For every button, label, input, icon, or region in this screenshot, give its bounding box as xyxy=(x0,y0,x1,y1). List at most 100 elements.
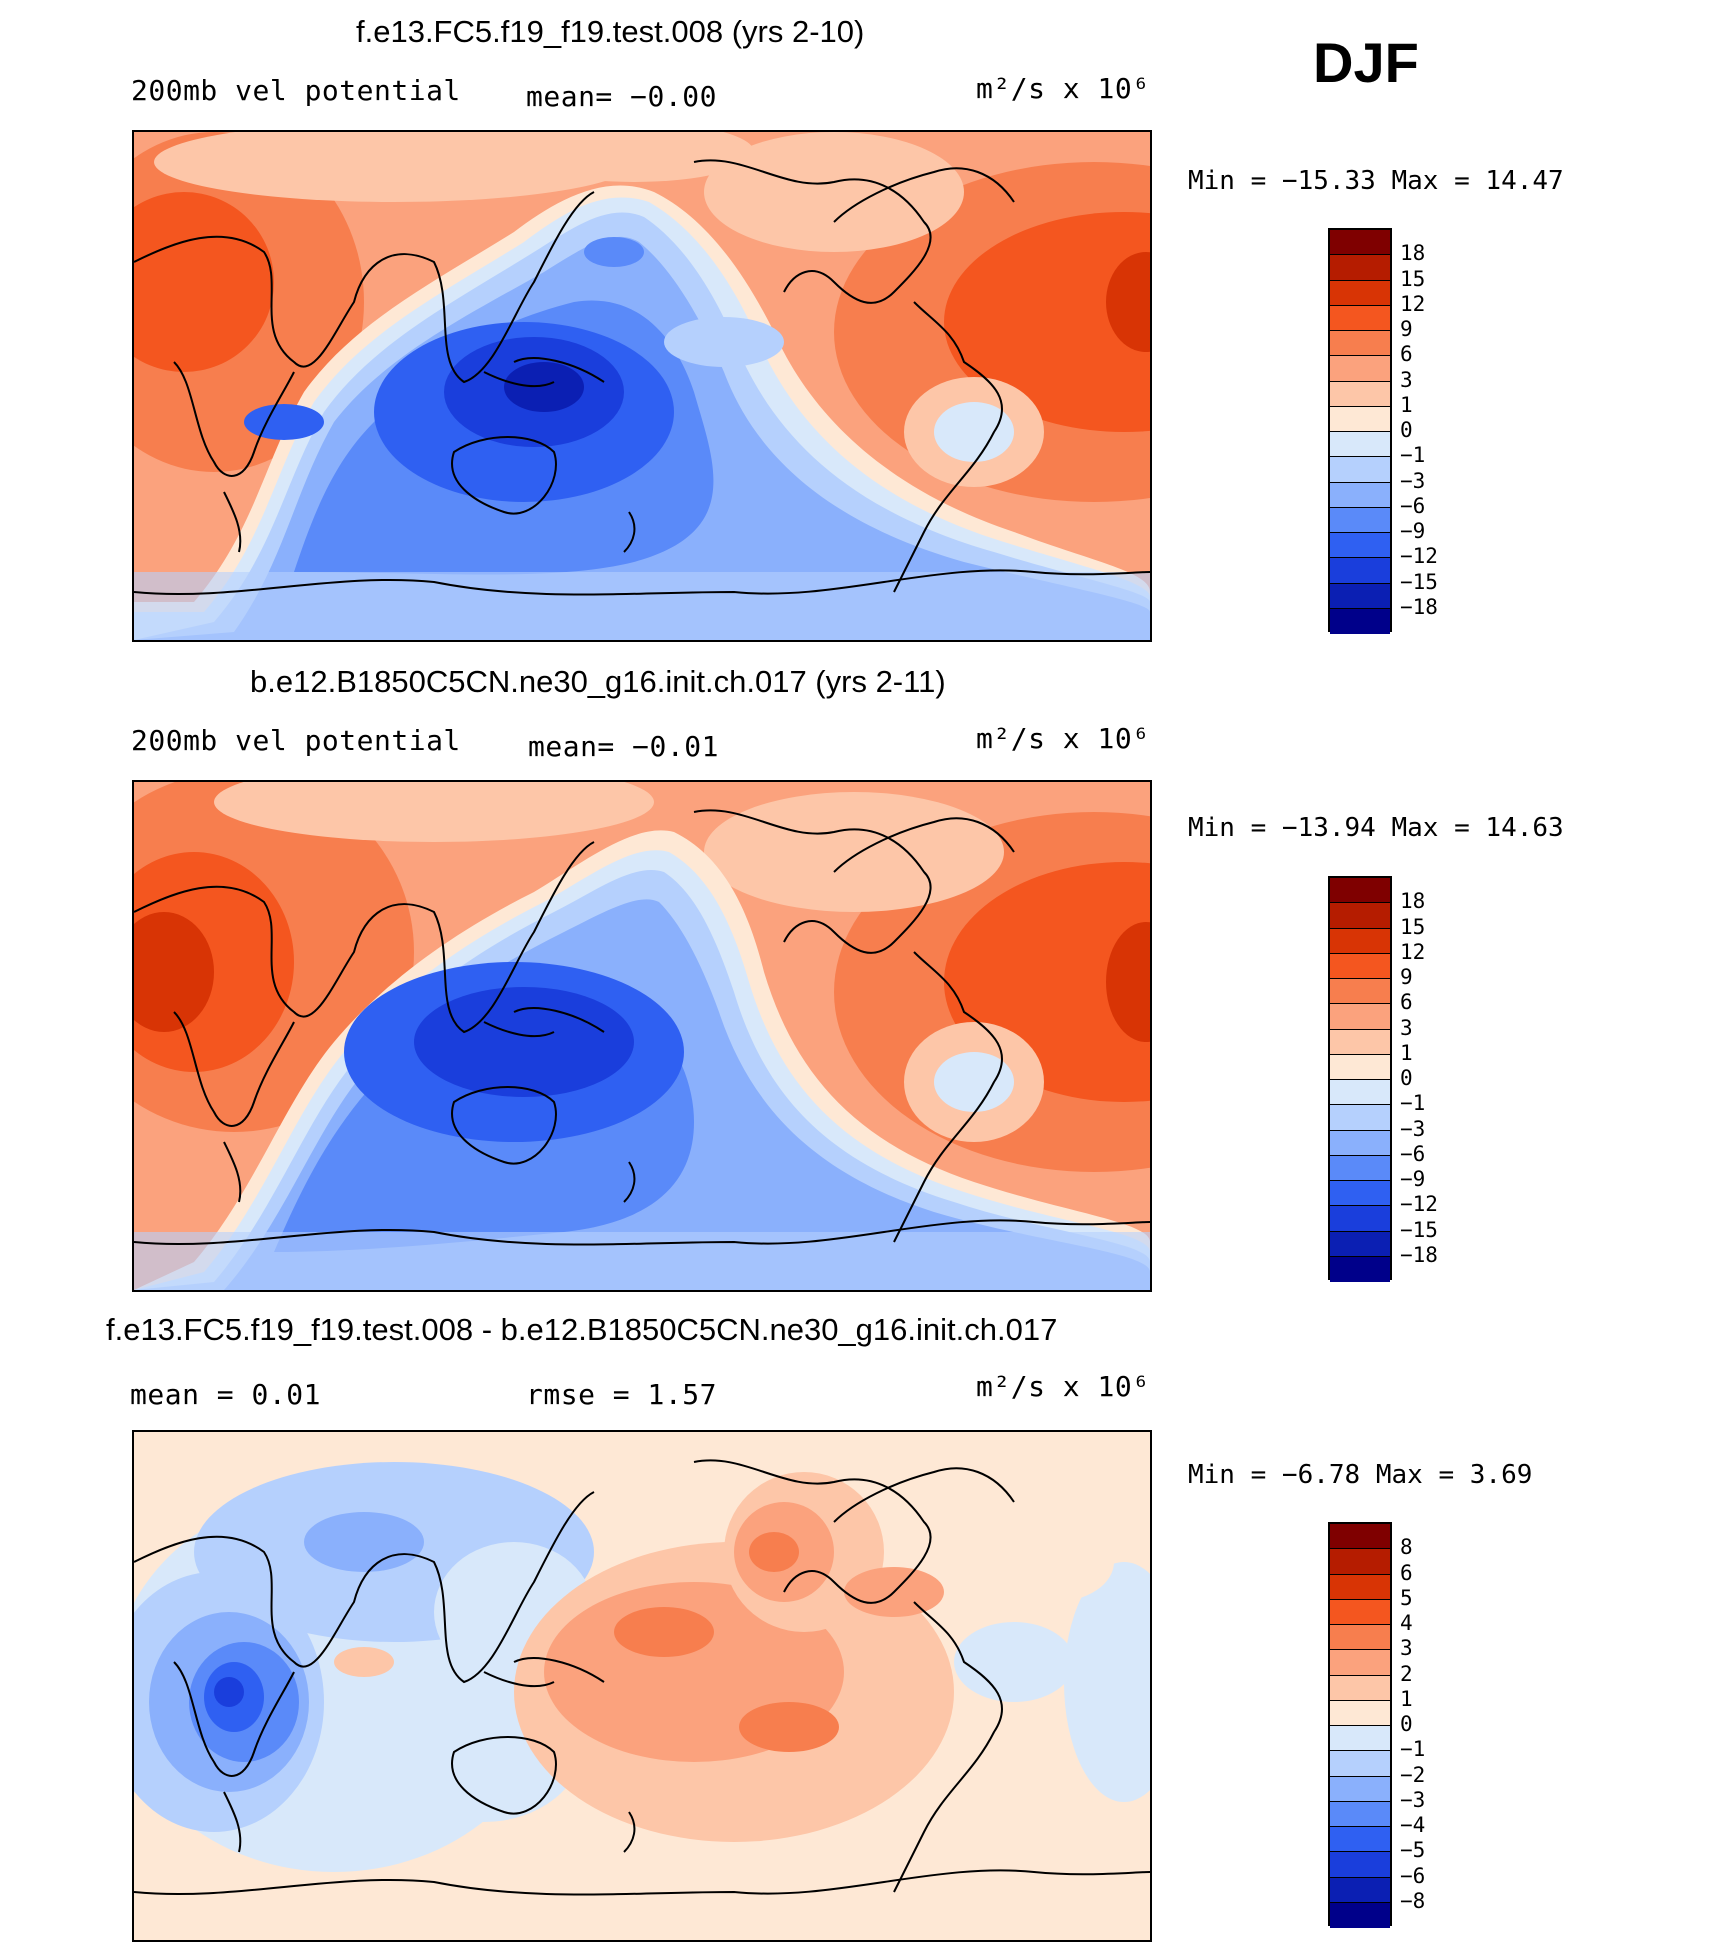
colorbar-swatch xyxy=(1330,533,1390,559)
colorbar-level-label: 9 xyxy=(1400,965,1413,989)
colorbar-swatch xyxy=(1330,255,1390,281)
colorbar-level-label: 3 xyxy=(1400,367,1413,392)
colorbar-level-label: 1 xyxy=(1400,1686,1413,1711)
panel1-mean: mean= −0.00 xyxy=(526,80,717,113)
colorbar-swatch xyxy=(1330,1206,1390,1232)
panel1-minmax: Min = −15.33 Max = 14.47 xyxy=(1188,166,1564,196)
colorbar-swatch xyxy=(1330,230,1390,256)
colorbar-level-label: −3 xyxy=(1400,1787,1426,1812)
colorbar-level-label: 9 xyxy=(1400,317,1413,341)
colorbar-level-label: −15 xyxy=(1400,569,1438,594)
colorbar-swatch xyxy=(1330,1625,1390,1651)
colorbar-swatch xyxy=(1330,457,1390,483)
colorbar-level-label: −8 xyxy=(1400,1888,1426,1913)
panel1-field xyxy=(134,132,1150,640)
colorbar-swatch xyxy=(1330,1827,1390,1853)
colorbar-swatch xyxy=(1330,1599,1390,1625)
colorbar-swatch xyxy=(1330,1650,1390,1676)
colorbar-swatch xyxy=(1330,406,1390,432)
colorbar-swatch xyxy=(1330,1524,1390,1550)
colorbar-swatch xyxy=(1330,1004,1390,1030)
colorbar-swatch xyxy=(1330,331,1390,357)
panel2-minmax: Min = −13.94 Max = 14.63 xyxy=(1188,813,1564,843)
colorbar-swatch xyxy=(1330,1751,1390,1777)
colorbar-level-label: −1 xyxy=(1400,1091,1426,1116)
colorbar-level-label: −18 xyxy=(1400,1242,1438,1267)
colorbar-level-label: 12 xyxy=(1400,939,1426,964)
panel3-map xyxy=(132,1430,1152,1942)
panel1-colorbar: 18 15 12 9 6 3 1 0 −1 −3 −6 −9 −12 −15 −18 xyxy=(1328,228,1528,634)
panel1-title: f.e13.FC5.f19_f19.test.008 (yrs 2-10) xyxy=(356,14,865,49)
colorbar-level-label: −1 xyxy=(1400,443,1426,468)
colorbar-level-label: 0 xyxy=(1400,1712,1413,1736)
colorbar-swatch xyxy=(1330,1877,1390,1903)
colorbar-swatch xyxy=(1330,432,1390,458)
colorbar-level-label: 15 xyxy=(1400,914,1426,939)
panel2-map xyxy=(132,780,1152,1292)
colorbar-swatch xyxy=(1330,979,1390,1005)
colorbar-level-label: 3 xyxy=(1400,1636,1413,1661)
colorbar-swatch xyxy=(1330,953,1390,979)
colorbar-level-label: 5 xyxy=(1400,1585,1413,1610)
colorbar-swatch xyxy=(1330,280,1390,306)
colorbar-level-label: 2 xyxy=(1400,1661,1413,1686)
colorbar-swatch xyxy=(1330,878,1390,904)
colorbar-swatch xyxy=(1330,507,1390,533)
colorbar-level-label: 12 xyxy=(1400,291,1426,316)
colorbar-swatch xyxy=(1330,1181,1390,1207)
colorbar-level-label: −2 xyxy=(1400,1762,1426,1787)
colorbar-level-label: −4 xyxy=(1400,1813,1426,1837)
colorbar-level-label: −15 xyxy=(1400,1217,1438,1242)
colorbar-swatch xyxy=(1330,1852,1390,1878)
colorbar-swatch xyxy=(1330,1902,1390,1928)
colorbar-swatch xyxy=(1330,1549,1390,1575)
colorbar-level-label: −9 xyxy=(1400,519,1426,543)
panel3-field xyxy=(134,1432,1150,1940)
colorbar-swatch xyxy=(1330,928,1390,954)
colorbar-level-label: −5 xyxy=(1400,1838,1426,1863)
panel3-title: f.e13.FC5.f19_f19.test.008 - b.e12.B1850… xyxy=(106,1312,1058,1347)
colorbar-level-label: 15 xyxy=(1400,266,1426,291)
colorbar-swatch xyxy=(1330,1155,1390,1181)
colorbar-swatch xyxy=(1330,903,1390,929)
colorbar-swatch xyxy=(1330,1675,1390,1701)
colorbar-swatch xyxy=(1330,558,1390,584)
colorbar-level-label: 18 xyxy=(1400,241,1426,266)
colorbar-swatch xyxy=(1330,1029,1390,1055)
colorbar-swatch xyxy=(1330,1080,1390,1106)
panel3-colorbar: 8 6 5 4 3 2 1 0 −1 −2 −3 −4 −5 −6 −8 xyxy=(1328,1522,1528,1928)
colorbar-swatch xyxy=(1330,1054,1390,1080)
colorbar-level-label: −6 xyxy=(1400,1141,1426,1166)
colorbar-level-label: 6 xyxy=(1400,990,1413,1015)
colorbar-swatch xyxy=(1330,1130,1390,1156)
panel2-colorbar: 18 15 12 9 6 3 1 0 −1 −3 −6 −9 −12 −15 −18 xyxy=(1328,876,1528,1282)
colorbar-swatch xyxy=(1330,1231,1390,1257)
colorbar-swatch xyxy=(1330,1801,1390,1827)
colorbar-level-label: −3 xyxy=(1400,468,1426,493)
colorbar-swatch xyxy=(1330,356,1390,382)
panel2-title: b.e12.B1850C5CN.ne30_g16.init.ch.017 (yr… xyxy=(250,664,946,699)
colorbar-level-label: −6 xyxy=(1400,1863,1426,1888)
colorbar-level-label: 3 xyxy=(1400,1015,1413,1040)
panel3-rmse: rmse = 1.57 xyxy=(526,1378,717,1411)
colorbar-level-label: 6 xyxy=(1400,1560,1413,1585)
colorbar-level-label: −12 xyxy=(1400,1192,1438,1217)
colorbar-level-label: 1 xyxy=(1400,1040,1413,1065)
colorbar-swatch xyxy=(1330,305,1390,331)
colorbar-swatch xyxy=(1330,1105,1390,1131)
colorbar-level-label: 0 xyxy=(1400,418,1413,442)
colorbar-swatch xyxy=(1330,381,1390,407)
colorbar-level-label: −18 xyxy=(1400,594,1438,619)
panel3-mean: mean = 0.01 xyxy=(130,1378,321,1411)
colorbar-level-label: −12 xyxy=(1400,544,1438,569)
colorbar-level-label: −6 xyxy=(1400,493,1426,518)
colorbar-level-label: 6 xyxy=(1400,342,1413,367)
panel1-var-label: 200mb vel potential xyxy=(131,74,461,107)
colorbar-swatch xyxy=(1330,1776,1390,1802)
colorbar-swatch xyxy=(1330,608,1390,634)
colorbar-level-label: −1 xyxy=(1400,1737,1426,1762)
colorbar-swatch xyxy=(1330,1574,1390,1600)
colorbar-swatch xyxy=(1330,1726,1390,1752)
panel2-mean: mean= −0.01 xyxy=(528,730,719,763)
panel1-units: m²/s x 10⁶ xyxy=(976,72,1150,105)
